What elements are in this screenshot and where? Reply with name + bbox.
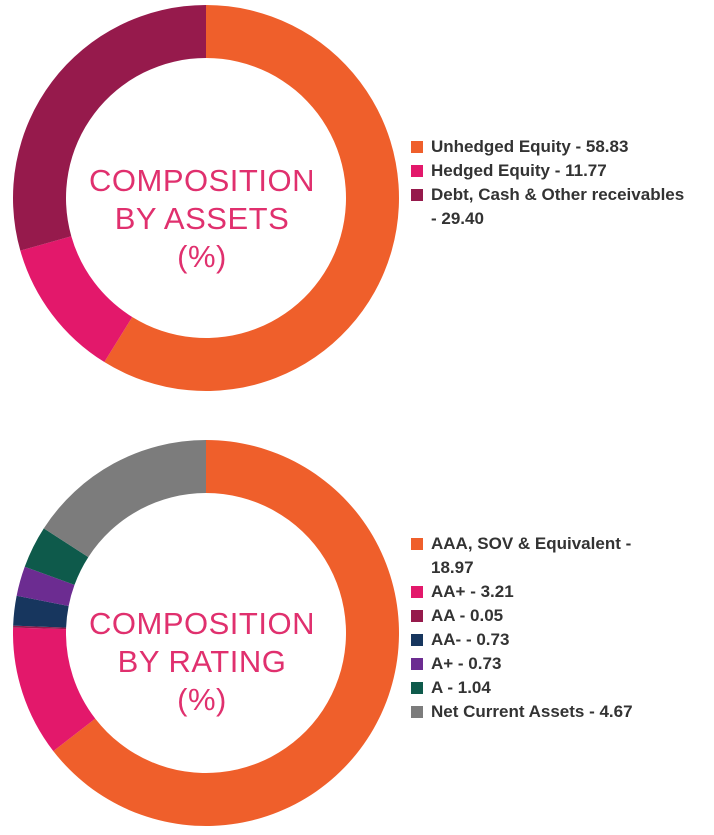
legend-item: AA+ - 3.21 xyxy=(411,580,633,604)
legend-label-cont: 18.97 xyxy=(431,558,474,577)
legend-label: A - 1.04 xyxy=(431,678,491,697)
rating-composition-chart: COMPOSITION BY RATING (%) AAA, SOV & Equ… xyxy=(0,435,714,835)
donut-slice-a- xyxy=(16,566,75,606)
legend-swatch xyxy=(411,141,423,153)
legend-swatch xyxy=(411,586,423,598)
legend-item: Hedged Equity - 11.77 xyxy=(411,159,684,183)
donut-slice-debt-cash-other-receivables xyxy=(12,5,206,251)
center-line: (%) xyxy=(177,239,227,274)
legend-label: A+ - 0.73 xyxy=(431,654,502,673)
legend-item: AA- - 0.73 xyxy=(411,628,633,652)
legend-label: AA+ - 3.21 xyxy=(431,582,514,601)
legend-item: Unhedged Equity - 58.83 xyxy=(411,135,684,159)
donut-slice-aa xyxy=(13,625,67,630)
donut-slice-hedged-equity xyxy=(20,236,133,363)
legend-item: AAA, SOV & Equivalent - 18.97 xyxy=(411,532,633,580)
legend-label: AA- - 0.73 xyxy=(431,630,510,649)
legend-label: Unhedged Equity - 58.83 xyxy=(431,137,629,156)
legend-item: Net Current Assets - 4.67 xyxy=(411,700,633,724)
legend-label: AA - 0.05 xyxy=(431,606,504,625)
legend-label: Debt, Cash & Other receivables xyxy=(431,185,685,204)
center-line: BY RATING xyxy=(117,644,287,679)
center-line: (%) xyxy=(177,682,227,717)
legend-swatch xyxy=(411,538,423,550)
legend-item: A+ - 0.73 xyxy=(411,652,633,676)
asset-legend: Unhedged Equity - 58.83 Hedged Equity - … xyxy=(411,135,684,231)
donut-slice-unhedged-equity xyxy=(104,5,399,391)
legend-item: AA - 0.05 xyxy=(411,604,633,628)
rating-donut xyxy=(12,440,399,826)
donut-slice-a xyxy=(24,528,89,585)
legend-label: Net Current Assets - 4.67 xyxy=(431,702,633,721)
legend-swatch xyxy=(411,165,423,177)
asset-composition-chart: COMPOSITION BY ASSETS (%) Unhedged Equit… xyxy=(0,0,714,400)
asset-donut xyxy=(12,5,399,391)
center-line: COMPOSITION xyxy=(89,606,315,641)
donut-slice-net-current-assets xyxy=(43,440,206,558)
legend-swatch xyxy=(411,634,423,646)
legend-swatch xyxy=(411,189,423,201)
legend-swatch xyxy=(411,682,423,694)
legend-item: Debt, Cash & Other receivables - 29.40 xyxy=(411,183,684,231)
donut-slice-aaa-sov-equivalent xyxy=(53,440,399,826)
legend-label-cont: - 29.40 xyxy=(431,209,484,228)
legend-swatch xyxy=(411,706,423,718)
legend-label: AAA, SOV & Equivalent - xyxy=(431,534,632,553)
legend-swatch xyxy=(411,658,423,670)
rating-legend: AAA, SOV & Equivalent - 18.97 AA+ - 3.21… xyxy=(411,532,633,724)
donut-slice-aa- xyxy=(12,627,96,752)
legend-item: A - 1.04 xyxy=(411,676,633,700)
donut-slice-aa- xyxy=(13,595,69,628)
asset-center-title: COMPOSITION BY ASSETS (%) xyxy=(52,162,352,276)
legend-swatch xyxy=(411,610,423,622)
legend-label: Hedged Equity - 11.77 xyxy=(431,161,607,180)
center-line: BY ASSETS xyxy=(114,201,290,236)
center-line: COMPOSITION xyxy=(89,163,315,198)
rating-center-title: COMPOSITION BY RATING (%) xyxy=(52,605,352,719)
